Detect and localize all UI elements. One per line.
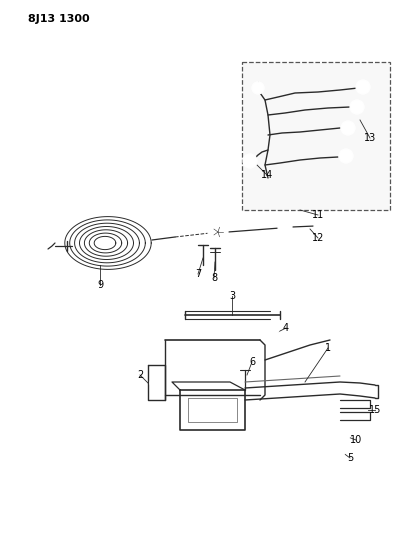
Text: 2: 2 [137,370,143,380]
Circle shape [271,326,279,334]
Circle shape [150,377,162,389]
Circle shape [243,154,257,168]
Circle shape [350,100,364,114]
Circle shape [356,80,370,94]
Circle shape [278,220,292,234]
Circle shape [340,430,350,440]
Text: 10: 10 [350,435,362,445]
Text: 11: 11 [312,210,324,220]
Text: 13: 13 [364,133,376,143]
Circle shape [339,149,353,163]
Text: 1: 1 [325,343,331,353]
Text: 15: 15 [369,405,381,415]
Text: 5: 5 [347,453,353,463]
Circle shape [334,444,346,456]
Circle shape [208,222,228,242]
Circle shape [252,82,264,94]
Text: 6: 6 [249,357,255,367]
Text: 14: 14 [261,170,273,180]
Text: 9: 9 [97,280,103,290]
Text: 3: 3 [229,291,235,301]
Text: 4: 4 [283,323,289,333]
Text: 7: 7 [195,269,201,279]
Text: 8: 8 [211,273,217,283]
Text: 8J13 1300: 8J13 1300 [28,14,89,24]
Bar [242,62,390,210]
Text: 12: 12 [312,233,324,243]
Circle shape [314,222,322,230]
Circle shape [341,121,355,135]
